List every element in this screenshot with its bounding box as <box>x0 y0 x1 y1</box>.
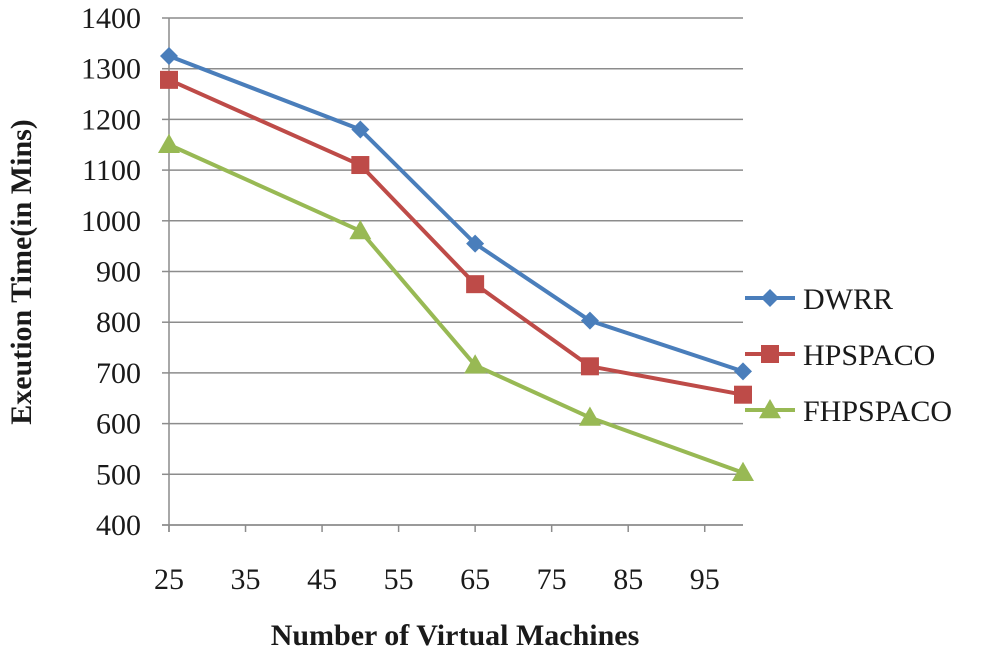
x-tick-label: 35 <box>231 563 261 596</box>
legend-marker-dwrr <box>761 289 779 307</box>
data-point-fhpspaco <box>464 354 487 374</box>
axes <box>162 17 743 532</box>
y-tick-label: 700 <box>96 357 141 390</box>
x-tick-label: 95 <box>690 563 720 596</box>
legend-label-dwrr: DWRR <box>803 283 893 316</box>
data-point-dwrr <box>351 120 370 139</box>
x-tick-labels: 25 35 45 55 65 75 85 95 <box>154 563 720 596</box>
y-tick-label: 500 <box>96 458 141 491</box>
data-point-fhpspaco <box>349 219 372 240</box>
legend-marker-fhpspaco <box>759 399 781 419</box>
legend: DWRR HPSPACO FHPSPACO <box>745 283 952 428</box>
data-point-dwrr <box>466 234 485 253</box>
data-point-fhpspaco <box>732 461 754 482</box>
y-tick-label: 800 <box>96 306 141 339</box>
y-tick-label: 1100 <box>82 154 141 187</box>
legend-label-hpspaco: HPSPACO <box>803 339 935 372</box>
x-tick-label: 55 <box>384 563 414 596</box>
legend-label-fhpspaco: FHPSPACO <box>803 395 952 428</box>
y-tick-label: 1300 <box>81 53 141 86</box>
y-tick-label: 400 <box>96 509 141 542</box>
y-tick-label: 1000 <box>81 205 141 238</box>
y-tick-label: 1200 <box>81 103 141 136</box>
gridlines <box>169 17 743 526</box>
series-line-hpspaco <box>168 78 744 397</box>
data-point-fhpspaco <box>158 133 180 153</box>
y-tick-labels: 400 500 600 700 800 900 1000 1100 1200 1300 1400 <box>81 2 141 542</box>
data-point-hpspaco <box>580 357 599 376</box>
series-line-dwrr <box>168 54 744 374</box>
x-tick-label: 85 <box>613 563 643 596</box>
x-tick-label: 65 <box>460 563 490 596</box>
data-point-dwrr <box>160 47 178 66</box>
data-point-fhpspaco <box>578 406 601 426</box>
x-tick-label: 75 <box>537 563 567 596</box>
data-point-hpspaco <box>734 385 752 404</box>
data-point-dwrr <box>580 311 599 330</box>
y-axis-title: Exeution Time(in Mins) <box>5 119 38 425</box>
data-point-dwrr <box>734 362 752 381</box>
y-tick-label: 900 <box>96 256 141 289</box>
y-tick-label: 600 <box>96 408 141 441</box>
data-point-hpspaco <box>351 156 370 175</box>
legend-marker-hpspaco <box>761 345 779 363</box>
series-lines <box>158 47 754 482</box>
x-tick-label: 25 <box>154 563 184 596</box>
data-point-hpspaco <box>160 70 178 89</box>
x-tick-label: 45 <box>307 563 337 596</box>
data-point-hpspaco <box>466 275 485 294</box>
x-axis-title: Number of Virtual Machines <box>271 619 640 652</box>
y-tick-label: 1400 <box>81 2 141 35</box>
